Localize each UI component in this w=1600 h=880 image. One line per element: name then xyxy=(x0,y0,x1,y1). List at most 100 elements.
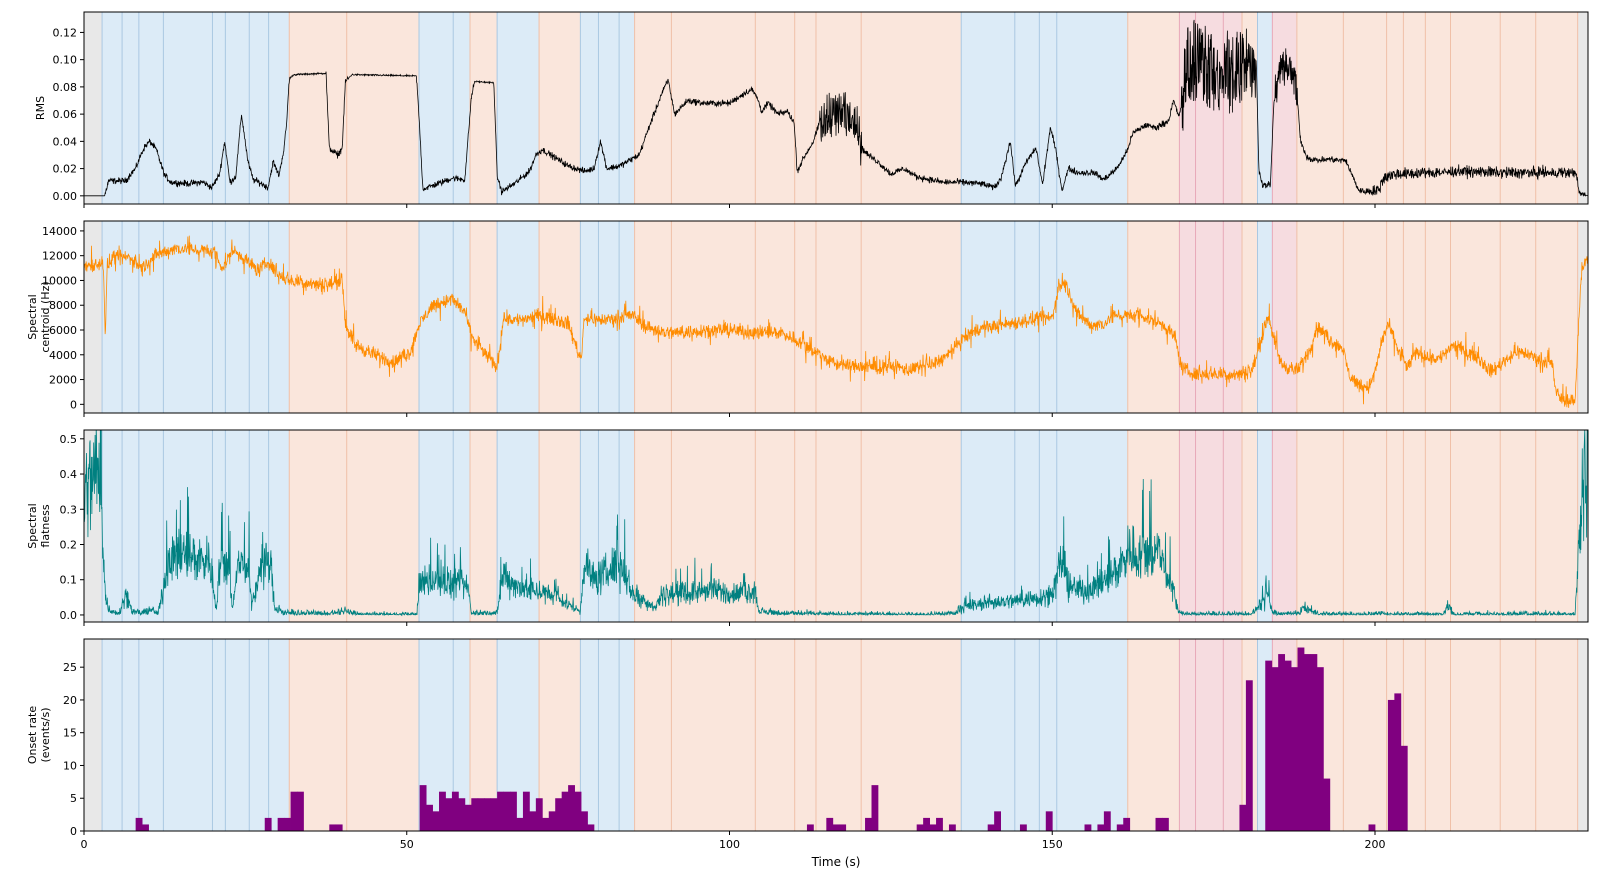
y-tick-label: 15 xyxy=(63,727,77,740)
y-tick-label: 20 xyxy=(63,694,77,707)
centroid-line xyxy=(84,235,1588,408)
onset-bar xyxy=(297,791,304,831)
y-axis-label: Spectral xyxy=(26,294,39,339)
panel-rms: 0.00 0.02 0.04 0.06 0.08 0.10 0.12 RMS xyxy=(34,11,1589,208)
y-tick-label: 0.02 xyxy=(53,163,78,176)
onset-bar xyxy=(936,817,943,831)
segment-orange xyxy=(470,221,498,413)
segment-blue xyxy=(961,430,1128,622)
onset-bar xyxy=(994,811,1002,831)
onset-bar xyxy=(1400,745,1408,831)
segment-red xyxy=(1272,430,1297,622)
y-tick-label: 12000 xyxy=(42,250,77,263)
onset-bar xyxy=(529,811,537,831)
segment-orange xyxy=(539,12,581,204)
onset-bar xyxy=(1271,667,1279,831)
y-tick-label: 14000 xyxy=(42,225,77,238)
y-tick-label: 0.12 xyxy=(53,26,78,39)
onset-bar xyxy=(516,817,524,831)
onset-bar xyxy=(806,824,814,831)
rms-line xyxy=(84,19,1588,197)
segment-shading xyxy=(84,221,1588,413)
onset-bar xyxy=(1278,654,1286,831)
y-tick-label: 0.00 xyxy=(53,190,78,203)
segment-blue xyxy=(497,430,540,622)
y-tick-label: 0.0 xyxy=(60,609,78,622)
y-tick-label: 0.3 xyxy=(60,503,78,516)
onset-bar xyxy=(1368,824,1376,831)
y-tick-label: 0 xyxy=(70,825,77,838)
segment-orange xyxy=(634,639,962,831)
onset-bar xyxy=(277,817,285,831)
onset-bar xyxy=(439,791,446,831)
onset-bar xyxy=(916,824,924,831)
flatness-line xyxy=(84,430,1588,617)
segment-blue xyxy=(102,430,290,622)
panel-flatness: 0.0 0.1 0.2 0.3 0.4 0.5 Spectral flatness xyxy=(26,429,1589,626)
segment-orange xyxy=(289,12,420,204)
y-axis-label: (events/s) xyxy=(39,707,52,762)
onset-bar xyxy=(1310,654,1318,831)
onset-bar xyxy=(1284,660,1292,831)
axes-frame xyxy=(83,220,1589,414)
segment-orange xyxy=(1127,221,1180,413)
onset-bar xyxy=(1084,824,1092,831)
onset-bar xyxy=(1297,647,1305,831)
onset-bar xyxy=(329,824,337,831)
segment-orange xyxy=(1242,221,1258,413)
segment-silence xyxy=(1577,12,1588,204)
onset-bar xyxy=(445,798,453,831)
segment-red xyxy=(1179,430,1243,622)
segment-silence xyxy=(1577,430,1588,622)
onset-bar xyxy=(826,817,834,831)
segment-blue xyxy=(1257,221,1273,413)
segment-shading xyxy=(84,639,1588,831)
onset-bar xyxy=(548,811,556,831)
y-axis-label: flatness xyxy=(39,504,52,547)
onset-bar xyxy=(458,798,466,831)
segment-blue xyxy=(497,12,540,204)
y-tick-label: 10 xyxy=(63,759,77,772)
segment-orange xyxy=(634,221,962,413)
y-axis-label: RMS xyxy=(34,96,47,120)
series-rms xyxy=(84,19,1588,197)
y-axis-label: centroid (Hz) xyxy=(39,281,52,352)
y-tick-label: 0.04 xyxy=(53,135,78,148)
segment-blue xyxy=(1257,12,1273,204)
segment-orange xyxy=(289,221,420,413)
onset-bar xyxy=(561,791,569,831)
x-axis-onset: 0 50 100 150 200 xyxy=(81,831,1385,851)
y-tick-label: 0.10 xyxy=(53,54,78,67)
onset-bar xyxy=(1116,824,1124,831)
segment-blue xyxy=(580,430,635,622)
segment-orange xyxy=(289,639,420,831)
onset-bar xyxy=(477,798,485,831)
x-tick-label: 200 xyxy=(1364,838,1385,851)
panel-onset: 0 5 10 15 20 25 Onset rate (events/s) 0 50 100 150 2… xyxy=(26,638,1589,851)
y-tick-label: 0 xyxy=(70,398,77,411)
onset-bar xyxy=(335,824,343,831)
onset-bar xyxy=(503,791,511,831)
axes-frame xyxy=(83,11,1589,205)
onset-bar xyxy=(1291,667,1298,831)
y-tick-label: 2000 xyxy=(49,374,77,387)
onset-bar xyxy=(555,798,563,831)
onset-bar xyxy=(1019,824,1027,831)
segment-blue xyxy=(102,221,290,413)
segment-orange xyxy=(1242,430,1258,622)
segment-silence xyxy=(84,221,103,413)
x-tick-label: 150 xyxy=(1042,838,1063,851)
onset-bar xyxy=(587,824,595,831)
y-tick-label: 5 xyxy=(70,792,77,805)
y-tick-label: 0.1 xyxy=(60,574,78,587)
segment-blue xyxy=(580,639,635,831)
y-axis-onset: 0 5 10 15 20 25 Onset rate (events/s) xyxy=(26,661,84,838)
onset-bar xyxy=(987,824,995,831)
onset-bar xyxy=(1265,660,1273,831)
y-tick-label: 4000 xyxy=(49,349,77,362)
onset-bar xyxy=(1045,811,1053,831)
onset-bar xyxy=(1387,699,1395,831)
onset-bar xyxy=(510,791,517,831)
onset-bar xyxy=(923,817,930,831)
